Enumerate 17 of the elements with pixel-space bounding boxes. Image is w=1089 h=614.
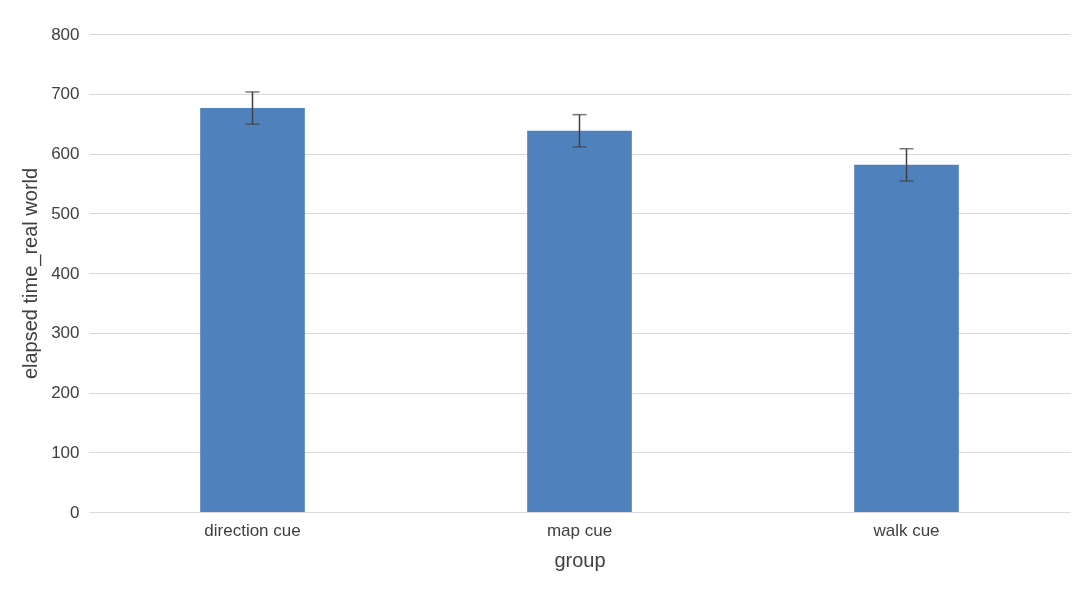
y-tick-label: 800: [51, 24, 80, 44]
bar: [854, 164, 959, 512]
y-tick-label: 500: [51, 203, 80, 223]
y-tick-label: 400: [51, 263, 80, 283]
y-tick-label: 100: [51, 442, 80, 462]
y-axis-title: elapsed time_real world: [19, 167, 43, 380]
x-tick-label: walk cue: [872, 520, 940, 540]
x-tick-label: direction cue: [204, 520, 301, 540]
y-tick-label: 600: [51, 144, 80, 163]
x-tick-label: map cue: [546, 520, 613, 540]
y-tick-label: 200: [51, 383, 80, 402]
x-axis-title: group: [554, 548, 606, 571]
y-tick-label: 700: [51, 84, 80, 104]
bar: [527, 130, 632, 512]
y-tick-label: 300: [51, 323, 80, 343]
y-tick-label: 0: [70, 502, 80, 522]
bar: [200, 108, 305, 512]
